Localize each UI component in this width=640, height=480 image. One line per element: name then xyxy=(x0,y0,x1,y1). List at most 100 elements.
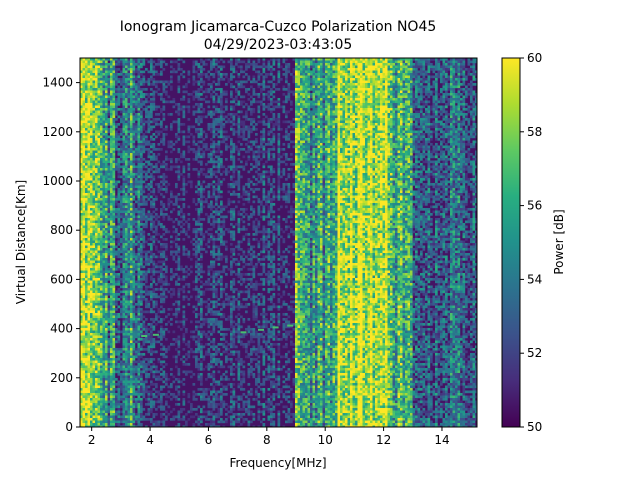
heatmap-cell xyxy=(92,240,96,244)
heatmap-cell xyxy=(152,375,156,379)
heatmap-cell xyxy=(127,193,131,196)
heatmap-cell xyxy=(150,323,153,326)
heatmap-cell xyxy=(102,260,106,264)
heatmap-cell xyxy=(82,110,86,114)
heatmap-cell xyxy=(185,275,188,279)
heatmap-cell xyxy=(132,383,136,386)
heatmap-cell xyxy=(120,223,123,226)
heatmap-cell xyxy=(155,70,158,74)
heatmap-cell xyxy=(100,125,103,129)
heatmap-cell xyxy=(110,253,113,256)
heatmap-cell xyxy=(122,335,126,339)
heatmap-cell xyxy=(125,325,128,329)
heatmap-cell xyxy=(150,178,153,181)
heatmap-cell xyxy=(190,330,193,334)
heatmap-cell xyxy=(170,270,173,274)
heatmap-cell xyxy=(117,60,121,64)
heatmap-cell xyxy=(145,200,148,204)
heatmap-cell xyxy=(115,235,118,239)
heatmap-cell xyxy=(97,158,101,161)
heatmap-cell xyxy=(100,298,103,301)
heatmap-cell xyxy=(82,240,86,244)
heatmap-cell xyxy=(105,210,108,214)
heatmap-cell xyxy=(102,105,106,109)
heatmap-cell xyxy=(85,400,88,404)
heatmap-cell xyxy=(120,360,123,364)
heatmap-cell xyxy=(80,303,83,306)
heatmap-cell xyxy=(145,260,148,264)
heatmap-cell xyxy=(97,313,101,316)
heatmap-cell xyxy=(100,130,103,134)
heatmap-cell xyxy=(127,93,131,96)
heatmap-cell xyxy=(170,268,173,271)
heatmap-cell xyxy=(97,143,101,146)
heatmap-cell xyxy=(95,245,98,249)
heatmap-cell xyxy=(127,243,131,246)
heatmap-cell xyxy=(142,195,146,199)
heatmap-cell xyxy=(115,240,118,244)
heatmap-cell xyxy=(137,355,141,359)
heatmap-cell xyxy=(105,313,108,316)
heatmap-cell xyxy=(80,210,83,214)
heatmap-cell xyxy=(80,285,83,289)
heatmap-cell xyxy=(85,423,88,426)
heatmap-cell xyxy=(85,310,88,314)
heatmap-cell xyxy=(135,283,138,286)
heatmap-cell xyxy=(152,305,156,309)
heatmap-cell xyxy=(177,170,181,174)
heatmap-cell xyxy=(92,183,96,186)
heatmap-cell xyxy=(187,350,191,354)
heatmap-cell xyxy=(85,210,88,214)
heatmap-cell xyxy=(115,413,118,416)
heatmap-cell xyxy=(110,370,113,374)
heatmap-cell xyxy=(150,120,153,124)
heatmap-cell xyxy=(115,298,118,301)
heatmap-cell xyxy=(135,90,138,94)
heatmap-cell xyxy=(82,405,86,409)
heatmap-cell xyxy=(90,190,93,194)
heatmap-cell xyxy=(182,270,186,274)
heatmap-cell xyxy=(155,378,158,381)
heatmap-cell xyxy=(80,230,83,234)
heatmap-cell xyxy=(162,135,166,139)
heatmap-cell xyxy=(132,330,136,334)
heatmap-cell xyxy=(105,108,108,111)
heatmap-cell xyxy=(135,340,138,344)
heatmap-cell xyxy=(125,128,128,131)
heatmap-cell xyxy=(150,298,153,301)
heatmap-cell xyxy=(87,303,91,306)
heatmap-cell xyxy=(182,108,186,111)
heatmap-cell xyxy=(177,350,181,354)
heatmap-cell xyxy=(162,425,166,427)
heatmap-cell xyxy=(130,278,133,281)
heatmap-cell xyxy=(107,223,111,226)
heatmap-cell xyxy=(177,303,181,306)
heatmap-cell xyxy=(195,128,198,131)
heatmap-cell xyxy=(132,263,136,266)
heatmap-cell xyxy=(155,230,158,234)
heatmap-cell xyxy=(152,200,156,204)
heatmap-cell xyxy=(125,373,128,376)
heatmap-cell xyxy=(142,415,146,419)
heatmap-cell xyxy=(165,185,168,189)
heatmap-cell xyxy=(135,123,138,126)
heatmap-cell xyxy=(150,163,153,166)
heatmap-cell xyxy=(82,393,86,396)
heatmap-cell xyxy=(147,268,151,271)
heatmap-cell xyxy=(95,153,98,156)
heatmap-cell xyxy=(145,305,148,309)
heatmap-cell xyxy=(137,300,141,304)
heatmap-cell xyxy=(172,68,176,71)
heatmap-cell xyxy=(120,270,123,274)
heatmap-cell xyxy=(100,135,103,139)
heatmap-cell xyxy=(130,230,133,234)
heatmap-cell xyxy=(127,353,131,356)
heatmap-cell xyxy=(127,258,131,261)
heatmap-cell xyxy=(120,143,123,146)
heatmap-cell xyxy=(112,215,116,219)
heatmap-cell xyxy=(97,260,101,264)
heatmap-cell xyxy=(117,123,121,126)
heatmap-cell xyxy=(90,383,93,386)
heatmap-cell xyxy=(155,118,158,121)
heatmap-cell xyxy=(87,320,91,324)
